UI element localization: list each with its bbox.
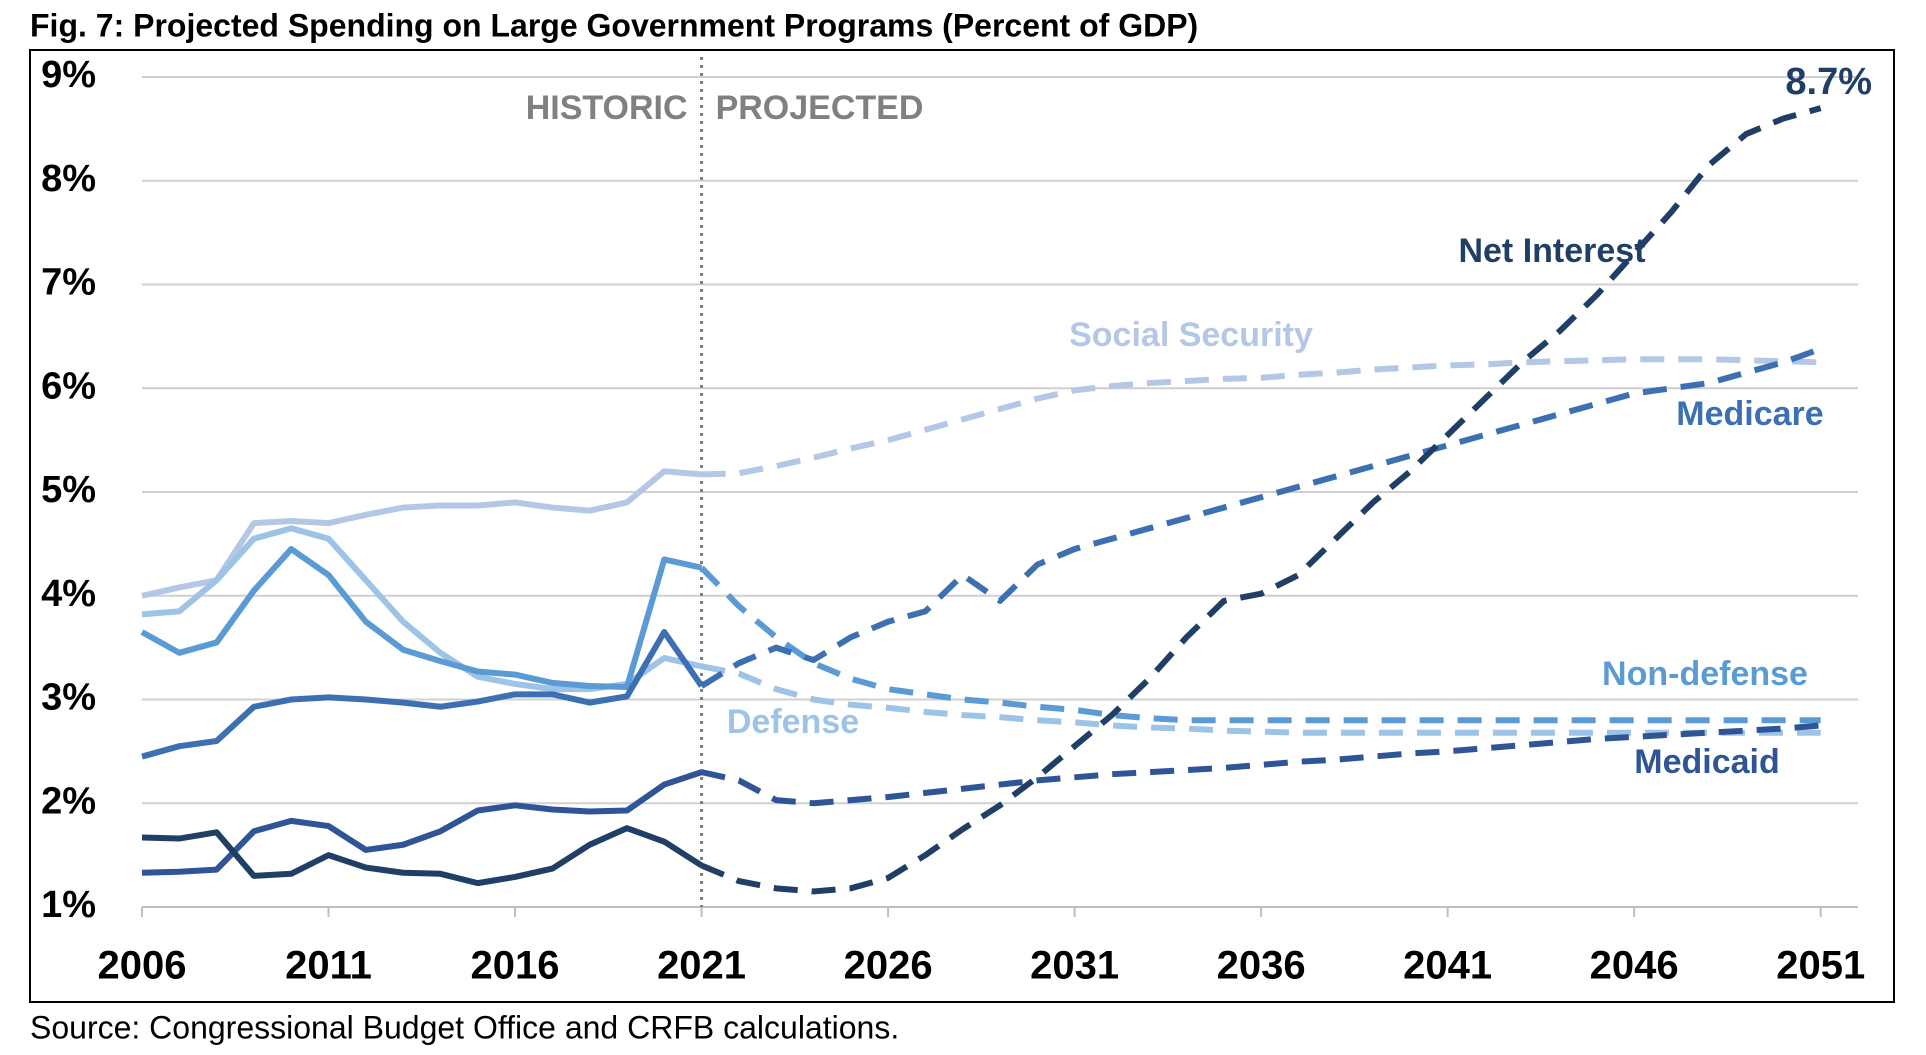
- projected-line: [700, 663, 1821, 736]
- y-tick-label: 1%: [41, 884, 96, 926]
- y-tick-label: 5%: [41, 469, 96, 511]
- historic-line: [141, 468, 702, 599]
- x-tick-label: 2026: [844, 944, 933, 988]
- series-label: Medicaid: [1634, 743, 1779, 781]
- x-tick-label: 2016: [471, 944, 560, 988]
- historic-line: [141, 525, 703, 693]
- y-tick-label: 8%: [41, 158, 96, 200]
- x-tick-label: 2036: [1217, 944, 1306, 988]
- y-tick-label: 2%: [41, 780, 96, 822]
- y-tick-label: 6%: [41, 365, 96, 407]
- y-tick-label: 3%: [41, 677, 96, 719]
- series-label: Medicare: [1676, 395, 1823, 433]
- series-label: Net Interest: [1458, 232, 1645, 270]
- source-note: Source: Congressional Budget Office and …: [30, 1009, 899, 1045]
- projected-line: [700, 105, 1822, 895]
- x-tick-label: 2046: [1590, 944, 1679, 988]
- divider-left-label: HISTORIC: [526, 89, 688, 127]
- x-tick-label: 2006: [98, 944, 187, 988]
- historic-line: [140, 546, 703, 691]
- y-tick-label: 4%: [41, 573, 96, 615]
- historic-line: [141, 825, 704, 887]
- historic-line: [141, 629, 705, 760]
- divider-right-label: PROJECTED: [716, 89, 924, 127]
- historic-line: [141, 769, 703, 876]
- series-label: Non-defense: [1602, 655, 1808, 693]
- value-label: 8.7%: [1785, 61, 1872, 103]
- x-tick-label: 2011: [285, 944, 372, 988]
- frame: [29, 49, 1895, 1003]
- projected-line: [701, 356, 1821, 478]
- x-tick-label: 2031: [1030, 944, 1119, 988]
- projected-line: [699, 346, 1822, 689]
- x-tick-label: 2041: [1403, 944, 1492, 988]
- x-tick-label: 2021: [657, 944, 746, 988]
- series-label: Defense: [727, 703, 859, 741]
- x-tick-label: 2051: [1776, 944, 1865, 988]
- chart-title: Fig. 7: Projected Spending on Large Gove…: [30, 7, 1198, 43]
- y-tick-label: 7%: [41, 262, 96, 304]
- series-label: Social Security: [1069, 316, 1313, 354]
- y-tick-label: 9%: [41, 54, 96, 96]
- projected-line: [700, 722, 1821, 807]
